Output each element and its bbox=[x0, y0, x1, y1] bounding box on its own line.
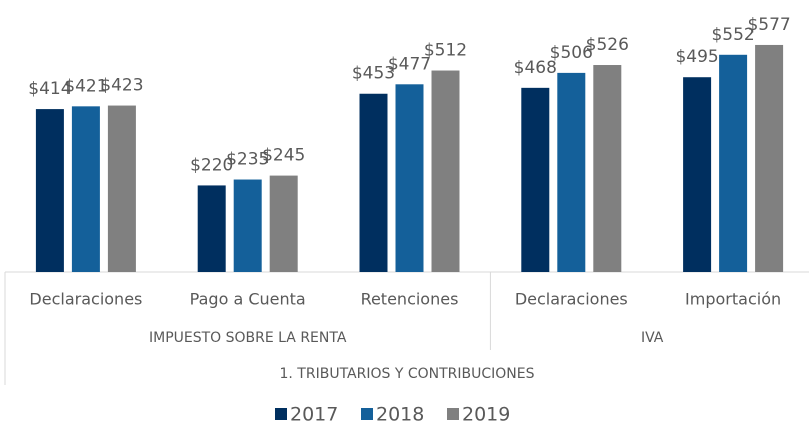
x-tick-label: Pago a Cuenta bbox=[190, 290, 306, 309]
bar bbox=[557, 72, 586, 272]
data-label: $552 bbox=[711, 25, 754, 45]
data-label: $468 bbox=[514, 58, 557, 78]
group-label: IVA bbox=[641, 330, 664, 346]
legend-label: 2018 bbox=[376, 404, 424, 426]
bar bbox=[197, 185, 226, 272]
data-label: $235 bbox=[226, 150, 269, 170]
bar bbox=[593, 65, 622, 272]
data-label: $495 bbox=[675, 47, 718, 67]
data-label: $423 bbox=[100, 76, 143, 96]
legend-label: 2019 bbox=[462, 404, 510, 426]
x-tick-label: Retenciones bbox=[361, 290, 459, 309]
data-label: $245 bbox=[262, 146, 305, 166]
data-label: $506 bbox=[550, 43, 593, 63]
bar bbox=[719, 54, 748, 273]
legend-swatch bbox=[275, 408, 287, 420]
data-label: $526 bbox=[586, 35, 629, 55]
bar bbox=[233, 179, 262, 272]
data-label: $477 bbox=[388, 54, 431, 74]
data-label: $453 bbox=[352, 64, 395, 84]
legend-swatch bbox=[361, 408, 373, 420]
data-label: $414 bbox=[28, 79, 71, 99]
group-label: IMPUESTO SOBRE LA RENTA bbox=[149, 330, 347, 346]
data-label: $421 bbox=[64, 76, 107, 96]
bar bbox=[71, 106, 100, 272]
data-label: $577 bbox=[747, 15, 790, 35]
data-label: $512 bbox=[424, 41, 467, 61]
x-tick-label: Declaraciones bbox=[29, 290, 142, 309]
bar bbox=[107, 105, 136, 272]
legend-label: 2017 bbox=[290, 404, 338, 426]
data-label: $220 bbox=[190, 155, 233, 175]
bar bbox=[395, 84, 424, 272]
x-tick-label: Declaraciones bbox=[515, 290, 628, 309]
bar bbox=[431, 70, 460, 272]
bar bbox=[683, 77, 712, 272]
bar bbox=[755, 44, 784, 272]
bar bbox=[269, 175, 298, 272]
bar bbox=[521, 87, 550, 272]
legend-swatch bbox=[447, 408, 459, 420]
bar bbox=[35, 109, 64, 272]
bar bbox=[359, 93, 388, 272]
x-tick-label: Importación bbox=[685, 290, 781, 309]
supergroup-label: 1. TRIBUTARIOS Y CONTRIBUCIONES bbox=[280, 366, 535, 382]
